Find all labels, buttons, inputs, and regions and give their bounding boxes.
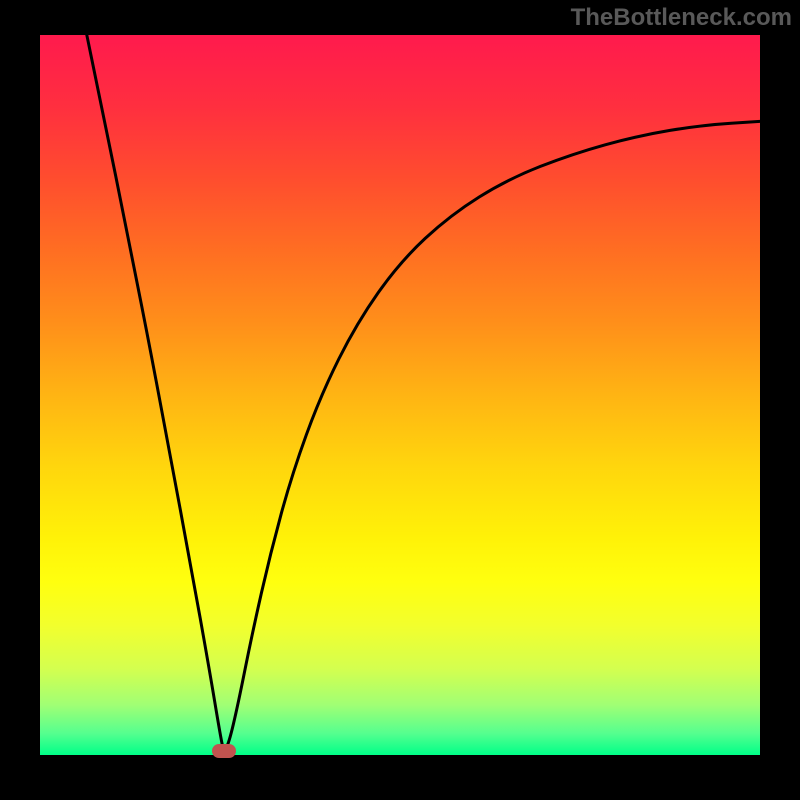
plot-area (40, 35, 760, 755)
bottleneck-curve (40, 35, 760, 755)
chart-container: TheBottleneck.com (0, 0, 800, 800)
optimal-point-marker (212, 744, 236, 758)
watermark-text: TheBottleneck.com (571, 4, 792, 32)
